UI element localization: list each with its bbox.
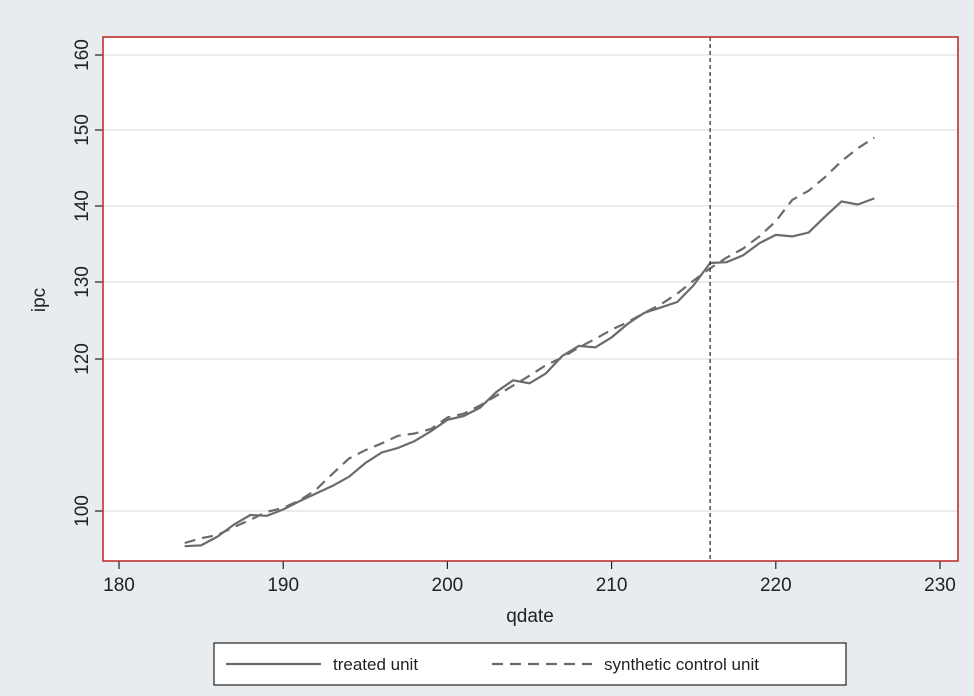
y-tick-label: 130: [72, 266, 93, 298]
y-tick-label: 100: [72, 495, 93, 527]
y-tick-label: 140: [72, 190, 93, 222]
series-line-synthetic-control-unit: [184, 136, 875, 545]
x-tick-label: 200: [432, 575, 464, 596]
gridlines: [103, 54, 958, 512]
x-tick-label: 190: [267, 575, 299, 596]
axis-ticks: 100 120 130 140 150 160 180 190 200 210 220 230: [72, 39, 956, 596]
plot-area: [103, 37, 958, 561]
x-tick-label: 220: [760, 575, 792, 596]
legend: treated unit synthetic control unit: [213, 642, 847, 686]
x-tick-label: 210: [596, 575, 628, 596]
x-tick-label: 230: [924, 575, 956, 596]
plot-border: [102, 36, 959, 562]
legend-label-treated-unit: treated unit: [333, 655, 418, 674]
y-axis-title: ipc: [29, 288, 50, 312]
y-tick-label: 160: [72, 39, 93, 71]
x-tick-label: 180: [103, 575, 135, 596]
series-lines: [184, 136, 875, 548]
series-line-treated-unit: [184, 197, 875, 548]
x-axis-title: qdate: [506, 606, 554, 627]
y-tick-label: 150: [72, 114, 93, 146]
y-tick-label: 120: [72, 343, 93, 375]
legend-label-synthetic-control-unit: synthetic control unit: [604, 655, 759, 674]
